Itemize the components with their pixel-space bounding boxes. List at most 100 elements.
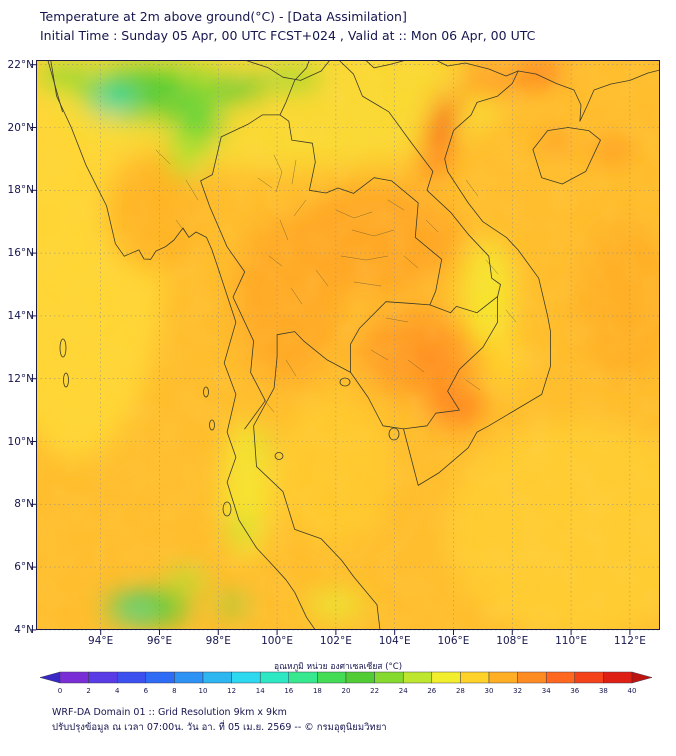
colorbar-tick-label: 22	[370, 687, 379, 695]
colorbar-tick-label: 24	[399, 687, 408, 695]
lon-tick-label: 104°E	[378, 635, 411, 647]
colorbar-segment	[88, 671, 118, 684]
border-bangladesh-myanmar	[47, 60, 63, 113]
colorbar-segment	[402, 671, 433, 684]
lat-tick-label: 14°N	[7, 309, 34, 322]
coastline-china	[517, 69, 660, 122]
colorbar-tick-label: 18	[313, 687, 322, 695]
lat-tick-label: 4°N	[14, 623, 34, 636]
mergui-island	[203, 386, 209, 398]
lat-tick-label: 18°N	[7, 184, 34, 197]
lat-tick-label: 12°N	[7, 372, 34, 385]
colorbar-tick-label: 26	[427, 687, 436, 695]
colorbar-tick-label: 0	[58, 687, 62, 695]
colorbar-tick-label: 8	[172, 687, 176, 695]
colorbar-segment	[431, 671, 461, 684]
colorbar-tick-label: 16	[284, 687, 293, 695]
temperature-map	[31, 60, 660, 635]
colorbar-segment	[488, 671, 518, 684]
lon-tick-label: 94°E	[88, 635, 114, 647]
colorbar-segment	[345, 671, 375, 684]
coastline-west	[50, 60, 316, 630]
colorbar-tick-label: 30	[485, 687, 494, 695]
colorbar-tick-label: 28	[456, 687, 465, 695]
lat-tick-label: 10°N	[7, 435, 34, 448]
colorbar-tick-label: 6	[144, 687, 149, 695]
koh-chang-island	[339, 377, 351, 387]
border-thailand-cambodia	[350, 301, 431, 373]
colorbar-segment	[288, 671, 318, 684]
lon-tick-label: 102°E	[319, 635, 352, 647]
hainan-island	[532, 127, 601, 185]
colorbar-segment	[231, 671, 261, 684]
province-borders	[155, 149, 517, 413]
footer-domain-line: WRF-DA Domain 01 :: Grid Resolution 9km …	[52, 707, 287, 718]
coastline-east	[253, 70, 551, 630]
colorbar-tick-label: 2	[86, 687, 90, 695]
colorbar-segment	[374, 671, 404, 684]
lon-tick-label: 112°E	[613, 635, 646, 647]
colorbar-title: อุณหภูมิ หน่วย องศาเซลเซียส (°C)	[273, 662, 403, 672]
colorbar-segment	[460, 671, 490, 684]
colorbar-tick-label: 34	[542, 687, 551, 695]
colorbar-segment	[574, 671, 604, 684]
colorbar-tick-label: 20	[342, 687, 351, 695]
colorbar-segment	[317, 671, 347, 684]
lat-tick-label: 6°N	[14, 561, 34, 574]
colorbar-tick-label: 10	[199, 687, 208, 695]
colorbar-segment	[116, 671, 147, 684]
chart-subtitle: Initial Time : Sunday 05 Apr, 00 UTC FCS…	[40, 28, 536, 43]
footer-block: WRF-DA Domain 01 :: Grid Resolution 9km …	[52, 705, 387, 735]
mergui-island	[209, 419, 215, 431]
colorbar-tick-label: 12	[227, 687, 236, 695]
map-plot-area: 22°N 20°N 18°N 16°N 14°N 12°N 10°N 8°N 6°N 4°N 94°…	[8, 59, 660, 647]
colorbar-under-arrow	[39, 671, 61, 684]
footer-update-line: ปรับปรุงข้อมูล ณ เวลา 07:00น. วัน อา. ที…	[52, 722, 387, 733]
colorbar-segment	[145, 671, 175, 684]
colorbar-segment	[259, 671, 290, 684]
colorbar-tick-label: 4	[115, 687, 120, 695]
lat-tick-label: 20°N	[7, 121, 34, 134]
lat-tick-label: 16°N	[7, 247, 34, 260]
colorbar-segment	[174, 671, 204, 684]
lon-tick-label: 106°E	[437, 635, 470, 647]
axis-tick-marks	[31, 64, 631, 635]
border-vietnam-china	[364, 60, 519, 77]
lat-tick-label: 8°N	[14, 498, 34, 511]
border-myanmar-thailand	[200, 136, 266, 430]
colorbar-segment	[202, 671, 232, 684]
colorbar-tick-label: 40	[628, 687, 637, 695]
temperature-field	[36, 60, 660, 630]
andaman-island	[63, 372, 69, 388]
border-cambodia-laos	[429, 296, 498, 314]
border-cambodia-vietnam	[403, 296, 498, 430]
phuket-island	[222, 501, 232, 517]
colorbar-tick-label: 38	[599, 687, 608, 695]
map-frame	[36, 60, 660, 630]
lat-tick-label: 22°N	[7, 58, 34, 71]
title-block: Temperature at 2m above ground(°C) - [Da…	[40, 7, 535, 45]
colorbar-segment	[603, 671, 633, 684]
colorbar-tick-label: 36	[570, 687, 579, 695]
colorbar: 0 2 4 6 8 10 12 14 16 18 20 22 24 26 28 30 32 34 36 38 40	[39, 671, 653, 695]
phu-quoc-island	[388, 427, 400, 441]
colorbar-segment	[545, 671, 576, 684]
border-china-north	[244, 60, 331, 81]
country-borders	[47, 60, 660, 630]
border-laos-vietnam	[338, 60, 501, 297]
lon-tick-label: 110°E	[555, 635, 588, 647]
border-myanmar-laos	[279, 60, 310, 116]
colorbar-segment	[517, 671, 547, 684]
colorbar-tick-label: 14	[256, 687, 265, 695]
lon-tick-label: 96°E	[146, 635, 173, 647]
colorbar-over-arrow	[631, 671, 653, 684]
lon-tick-label: 108°E	[496, 635, 529, 647]
lon-tick-label: 98°E	[205, 635, 231, 647]
chart-title: Temperature at 2m above ground(°C) - [Da…	[40, 9, 407, 24]
andaman-island	[59, 338, 67, 358]
samui-island	[274, 452, 284, 460]
lon-tick-label: 100°E	[261, 635, 294, 647]
colorbar-tick-label: 32	[513, 687, 522, 695]
colorbar-segment	[59, 671, 89, 684]
